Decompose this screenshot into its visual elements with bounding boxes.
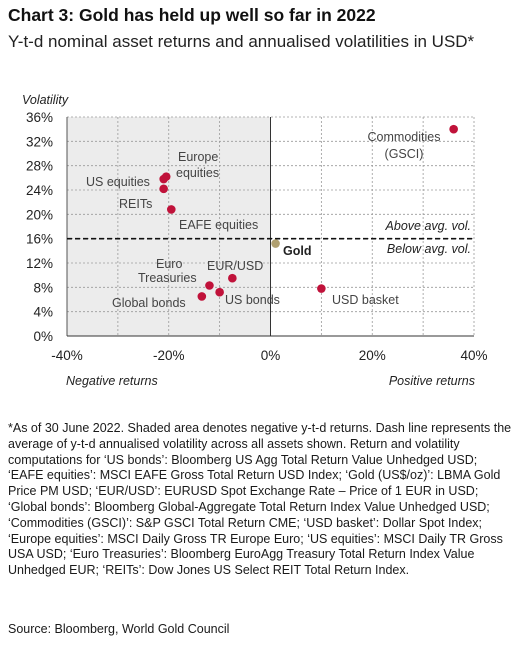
scatter-chart: Volatility Negative returns Positive ret… xyxy=(22,93,488,388)
x-tick-label: 40% xyxy=(460,348,487,363)
x-tick-label: 20% xyxy=(359,348,386,363)
point-eafe-equities xyxy=(166,205,176,214)
label-usd-basket: USD basket xyxy=(332,293,399,307)
label-global-bonds: Global bonds xyxy=(112,296,186,310)
label-europe-line1: Europe xyxy=(178,150,218,164)
chart-subtitle: Y-t-d nominal asset returns and annualis… xyxy=(8,32,475,51)
label-euro-treasuries-line1: Euro xyxy=(156,257,182,271)
label-gold: Gold xyxy=(283,244,311,258)
point-euro-treasuries xyxy=(205,281,214,290)
y-tick-label: 4% xyxy=(33,305,53,320)
chart-title: Chart 3: Gold has held up well so far in… xyxy=(8,5,376,25)
y-tick-label: 16% xyxy=(26,232,53,247)
footnote: *As of 30 June 2022. Shaded area denotes… xyxy=(8,421,512,578)
point-commodities-gsci- xyxy=(449,124,458,134)
x-tick-label: -20% xyxy=(153,348,185,363)
point-usd-basket xyxy=(317,284,326,293)
y-tick-label: 8% xyxy=(33,280,53,295)
point-us-bonds xyxy=(215,287,224,297)
label-commodities-line2: (GSCI) xyxy=(385,147,424,161)
label-europe-line2: equities xyxy=(176,166,219,180)
label-reits: REITs xyxy=(119,197,152,211)
x-axis-label-positive: Positive returns xyxy=(389,374,475,388)
y-tick-label: 24% xyxy=(26,183,53,198)
y-tick-label: 12% xyxy=(26,256,53,271)
chart-axes xyxy=(66,117,474,337)
below-avg-label: Below avg. vol. xyxy=(387,242,471,256)
x-axis-label-negative: Negative returns xyxy=(66,374,158,388)
x-tick-label: -40% xyxy=(51,348,83,363)
point-labels: Commodities (GSCI) Europe equities US eq… xyxy=(86,130,440,310)
above-avg-label: Above avg. vol. xyxy=(385,219,471,233)
y-tick-label: 36% xyxy=(26,110,53,125)
point-reits xyxy=(159,184,168,194)
point-gold xyxy=(271,239,280,248)
x-tick-label: 0% xyxy=(261,348,281,363)
label-commodities-line1: Commodities xyxy=(368,130,441,144)
y-tick-label: 20% xyxy=(26,207,53,222)
y-tick-label: 32% xyxy=(26,134,53,149)
label-eurusd: EUR/USD xyxy=(207,259,263,273)
source-note: Source: Bloomberg, World Gold Council xyxy=(8,622,230,636)
label-us-bonds: US bonds xyxy=(225,293,280,307)
label-eafe: EAFE equities xyxy=(179,218,258,232)
label-euro-treasuries-line2: Treasuries xyxy=(138,271,197,285)
data-points xyxy=(159,124,458,301)
y-axis-label: Volatility xyxy=(22,93,69,107)
point-eur-usd xyxy=(228,273,237,283)
y-tick-label: 28% xyxy=(26,159,53,174)
point-global-bonds xyxy=(197,292,207,301)
tick-labels: 0% 4% 8% 12% 16% 20% 24% 28% 32% 36% -40% -20% 0% 20%… xyxy=(26,110,488,363)
point-us-equities xyxy=(159,174,168,184)
y-tick-label: 0% xyxy=(33,329,53,344)
label-us-equities: US equities xyxy=(86,175,150,189)
